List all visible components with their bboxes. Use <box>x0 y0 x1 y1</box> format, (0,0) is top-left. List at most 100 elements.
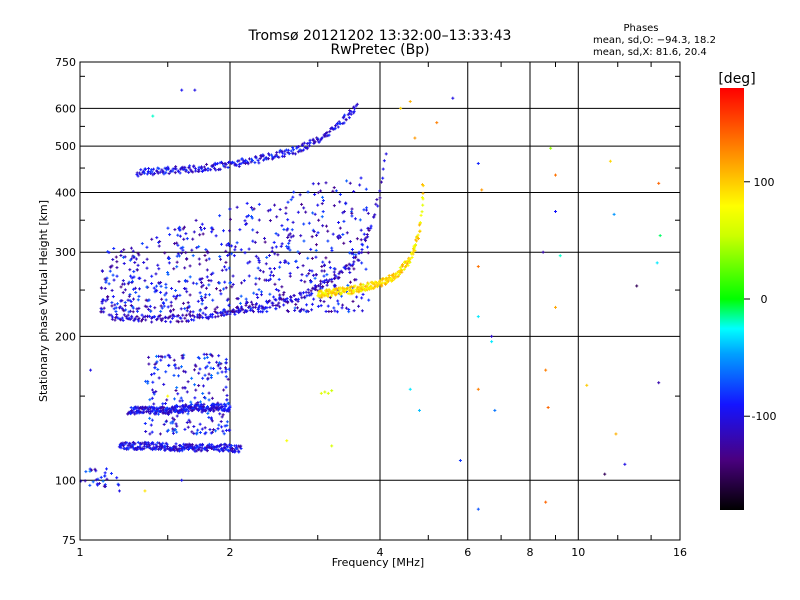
trace-point <box>292 294 296 298</box>
trace-point <box>343 266 347 270</box>
trace-point <box>158 444 162 448</box>
trace-point <box>187 312 191 316</box>
scatter-point <box>399 106 403 110</box>
cluster-point <box>348 181 352 185</box>
trace-point <box>136 440 140 444</box>
trace-point <box>204 313 208 317</box>
trace-point <box>143 167 147 171</box>
trace-point <box>375 280 379 284</box>
cluster-point <box>228 281 232 285</box>
cluster-point <box>239 294 243 298</box>
cluster-point <box>176 233 180 237</box>
cluster-point <box>149 373 153 377</box>
cluster-point <box>322 274 326 278</box>
cluster-point <box>157 244 161 248</box>
cluster-point <box>148 432 152 436</box>
cluster-point <box>183 307 187 311</box>
trace-point <box>161 317 165 321</box>
cluster-point <box>268 219 272 223</box>
trace-point <box>271 156 275 160</box>
cluster-point <box>108 265 112 269</box>
trace-point <box>333 276 337 280</box>
trace-point <box>408 260 412 264</box>
cluster-point <box>156 367 160 371</box>
trace-point <box>185 443 189 447</box>
trace-point <box>234 163 238 167</box>
cluster-point <box>352 267 356 271</box>
cluster-point <box>153 306 157 310</box>
trace-point <box>413 246 417 250</box>
cluster-point <box>133 261 137 265</box>
scatter-point <box>180 478 184 482</box>
cluster-point <box>268 277 272 281</box>
trace-point <box>330 294 334 298</box>
x-tick-label: 16 <box>673 546 687 559</box>
cluster-point <box>307 272 311 276</box>
cluster-point <box>224 361 228 365</box>
trace-point <box>201 316 205 320</box>
cluster-point <box>362 208 366 212</box>
cluster-point <box>137 253 141 257</box>
cluster-point <box>244 297 248 301</box>
cluster-point <box>189 400 193 404</box>
trace-point <box>150 170 154 174</box>
cluster-point <box>340 306 344 310</box>
cluster-point <box>165 419 169 423</box>
scatter-point <box>417 408 421 412</box>
cluster-point <box>171 427 175 431</box>
trace-point <box>325 278 329 282</box>
cluster-point <box>110 301 114 305</box>
cluster-point <box>355 295 359 299</box>
trace-point <box>219 311 223 315</box>
trace-point <box>381 277 385 281</box>
cluster-point <box>182 353 186 357</box>
trace-point <box>418 221 422 225</box>
cluster-point <box>178 234 182 238</box>
trace-point <box>230 310 234 314</box>
cluster-point <box>219 292 223 296</box>
trace-point <box>325 130 329 134</box>
cluster-point <box>135 309 139 313</box>
cluster-point <box>178 225 182 229</box>
trace-point <box>374 202 378 206</box>
cluster-point <box>155 284 159 288</box>
trace-point <box>199 314 203 318</box>
cluster-point <box>295 306 299 310</box>
trace-point <box>283 149 287 153</box>
cluster-point <box>183 279 187 283</box>
trace-point <box>153 315 157 319</box>
trace-point <box>324 134 328 138</box>
trace-point <box>261 154 265 158</box>
cluster-point <box>222 432 226 436</box>
trace-point <box>178 405 182 409</box>
cluster-point <box>364 187 368 191</box>
scatter-point <box>553 210 557 214</box>
cluster-point <box>327 310 331 314</box>
cluster-point <box>99 306 103 310</box>
chart-subtitle: RwPretec (Bp) <box>330 42 429 58</box>
cluster-point <box>236 297 240 301</box>
cluster-point <box>199 295 203 299</box>
cluster-point <box>276 233 280 237</box>
cluster-point <box>319 189 323 193</box>
trace-point <box>126 313 130 317</box>
cluster-point <box>110 264 114 268</box>
cluster-point <box>336 299 340 303</box>
trace-point <box>177 449 181 453</box>
cluster-point <box>200 222 204 226</box>
trace-point <box>293 152 297 156</box>
trace-point <box>218 449 222 453</box>
trace-point <box>373 213 377 217</box>
cluster-point <box>258 268 262 272</box>
cluster-point <box>322 263 326 267</box>
cluster-point <box>117 483 121 487</box>
cluster-point <box>158 432 162 436</box>
trace-point <box>310 291 314 295</box>
cluster-point <box>126 282 130 286</box>
cluster-point <box>231 274 235 278</box>
trace-point <box>205 162 209 166</box>
cluster-point <box>115 302 119 306</box>
trace-point <box>364 239 368 243</box>
trace-point <box>302 148 306 152</box>
cluster-point <box>106 250 110 254</box>
